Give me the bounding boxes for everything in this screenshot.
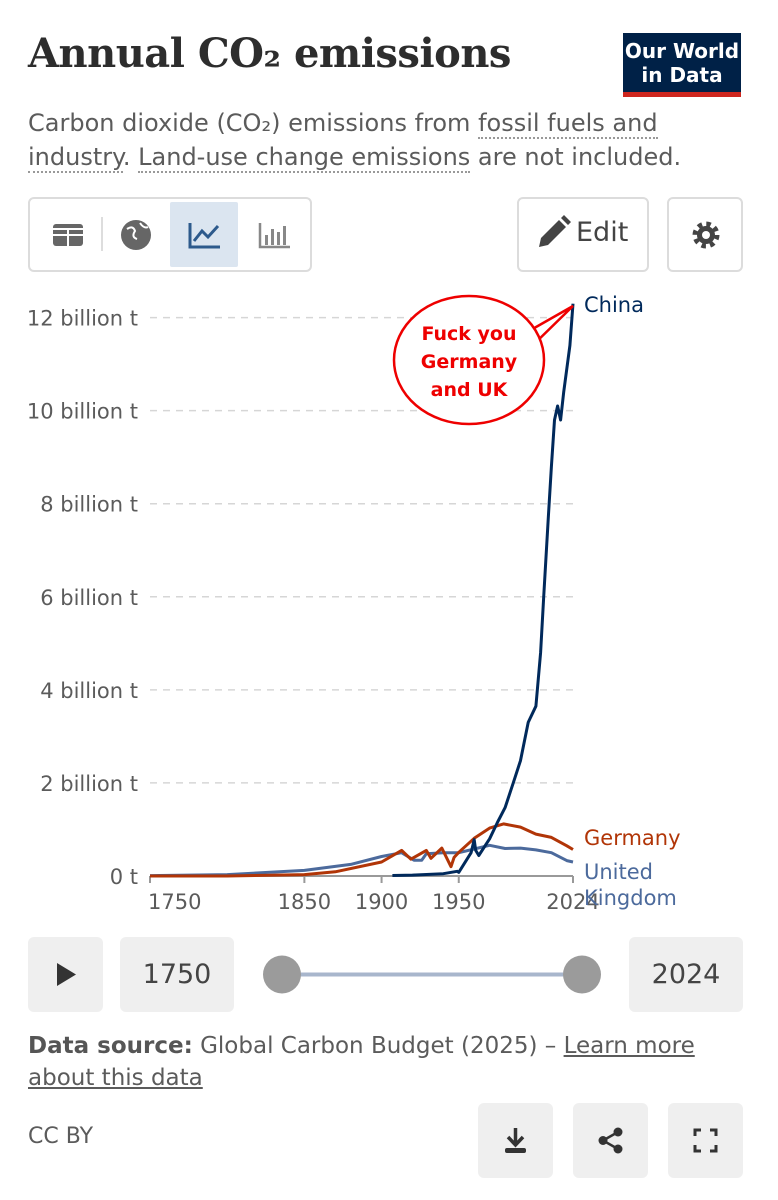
annotation-bubble (392, 294, 546, 426)
fullscreen-icon (693, 1128, 718, 1153)
logo-line: in Data (641, 63, 723, 87)
subtitle-text: Carbon dioxide (CO₂) emissions from (28, 109, 479, 137)
end-year[interactable]: 2024 (629, 937, 743, 1012)
y-tick-label: 6 billion t (40, 586, 138, 610)
annotation-text: and UK (431, 379, 509, 401)
subtitle-text: are not included. (470, 143, 682, 171)
legend-label[interactable]: China (584, 293, 644, 317)
play-button[interactable] (28, 937, 103, 1012)
chart: 0 t 2 billion t 4 billion t 6 billion t 8 bi… (27, 294, 600, 914)
x-tick-label: 1900 (355, 890, 408, 914)
y-tick-label: 12 billion t (27, 307, 138, 331)
edit-icon (539, 215, 571, 247)
source-note: Data source: Global Carbon Budget (2025)… (28, 1030, 748, 1094)
y-tick-label: 8 billion t (40, 493, 138, 517)
source-link[interactable]: Learn more about this data (28, 1033, 695, 1091)
logo[interactable]: Our World in Data (623, 33, 741, 97)
start-year[interactable]: 1750 (120, 937, 234, 1012)
gear-icon (692, 221, 720, 249)
source-text: Global Carbon Budget (2025) – (192, 1033, 564, 1059)
annotation-text: Germany (421, 351, 518, 373)
annotation-text: Fuck you (421, 323, 516, 345)
y-tick-label: 2 billion t (40, 772, 138, 796)
line-tab[interactable] (188, 223, 220, 249)
annotation-join (519, 336, 530, 349)
subtitle-link[interactable]: fossil fuels and industry (28, 109, 658, 173)
bar-tab[interactable] (258, 223, 290, 249)
subtitle-text: . (122, 143, 139, 171)
source-label: Data source: (28, 1033, 193, 1059)
tab-group (28, 197, 312, 272)
y-tick-label: 10 billion t (27, 400, 138, 424)
license: CC BY (28, 1124, 94, 1149)
play-icon (57, 963, 76, 986)
subtitle: Carbon dioxide (CO₂) emissions from foss… (28, 106, 728, 174)
annotation: Fuck you Germany and UK (392, 294, 574, 426)
line-series (392, 303, 575, 877)
x-tick-label: 1950 (432, 890, 485, 914)
download-button[interactable] (478, 1103, 553, 1178)
legend-label[interactable]: Germany (584, 826, 681, 850)
edit-button[interactable]: Edit (517, 197, 649, 272)
timeline-slider[interactable] (255, 937, 615, 1012)
edit-label: Edit (576, 217, 629, 248)
slider-handle[interactable] (263, 955, 301, 994)
tab-icons (53, 217, 290, 251)
table-tab[interactable] (53, 224, 83, 246)
x-tick-label: 1850 (278, 890, 331, 914)
y-tick-label: 0 t (110, 865, 138, 889)
fullscreen-button[interactable] (668, 1103, 743, 1178)
y-tick-label: 4 billion t (40, 679, 138, 703)
logo-line: Our World (624, 39, 740, 63)
line-series (150, 822, 574, 878)
download-icon (505, 1128, 526, 1153)
share-icon (598, 1127, 623, 1154)
subtitle-link[interactable]: Land-use change emissions (138, 143, 471, 173)
line-series (149, 843, 574, 878)
slider-handle[interactable] (563, 955, 601, 994)
x-tick-label: 2024 (546, 890, 599, 914)
settings-button[interactable] (667, 197, 743, 272)
title: Annual CO₂ emissions (28, 30, 511, 77)
share-button[interactable] (573, 1103, 648, 1178)
map-tab[interactable] (121, 220, 151, 250)
x-tick-label: 1750 (148, 890, 201, 914)
legend-label[interactable]: United Kingdom (584, 860, 677, 910)
